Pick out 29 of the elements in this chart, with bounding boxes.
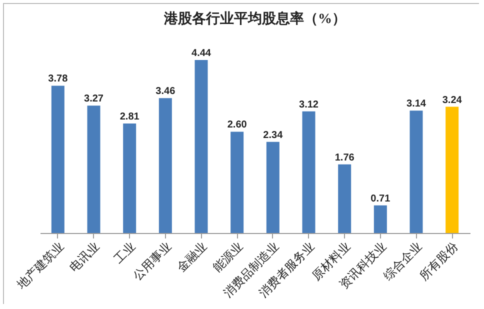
x-tick-label: 工业 [111,239,138,266]
bar [266,142,280,233]
bar [410,110,423,233]
bar [123,124,136,233]
data-label: 2.34 [263,130,284,141]
data-label: 3.46 [156,86,176,98]
chart-title: 港股各行业平均股息率（%） [163,10,346,27]
bar [230,132,244,233]
bar [374,205,387,233]
bar [302,111,316,233]
bar [194,60,208,233]
data-label: 1.76 [334,152,355,164]
data-label: 4.44 [192,48,212,59]
bar [338,164,352,233]
bar [446,106,459,233]
data-label: 2.60 [227,120,248,131]
bar [158,98,172,233]
data-label: 2.81 [120,112,140,123]
data-label: 3.27 [84,94,104,105]
bar [87,106,100,233]
x-tick-label: 电讯业 [66,239,102,274]
data-label: 3.12 [299,99,319,110]
data-label: 3.24 [442,94,462,106]
data-label: 3.78 [48,74,68,85]
bar [51,86,64,233]
x-tick-label: 金融业 [174,239,210,274]
x-tick-label: 地产建筑业 [13,239,66,292]
data-label: 0.71 [370,193,391,204]
data-label: 3.14 [406,98,426,110]
